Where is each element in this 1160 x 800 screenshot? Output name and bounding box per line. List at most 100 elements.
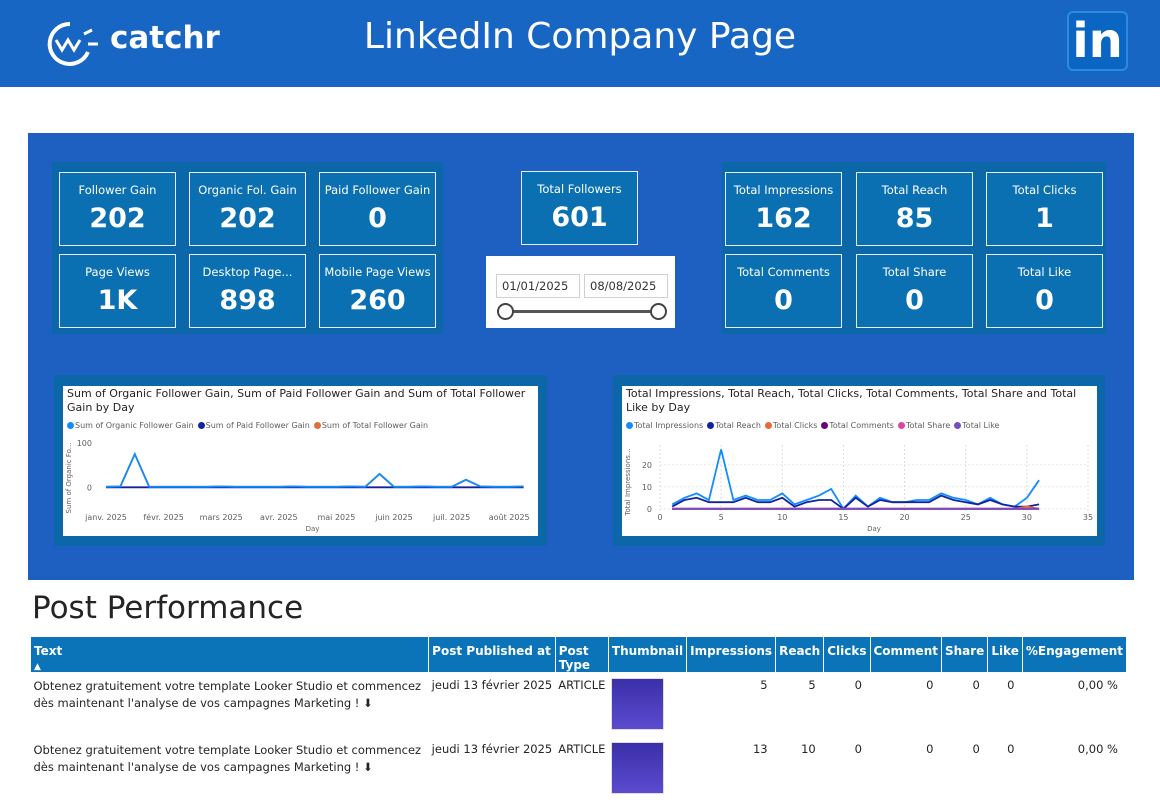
legend-item: Sum of Organic Follower Gain [67, 421, 194, 430]
kpi-label: Total Clicks [1012, 183, 1077, 197]
plot: 0 10 20 0 5 10 15 20 25 30 35 Day Total Impressions.… [624, 445, 1093, 533]
legend-item: Total Clicks [764, 421, 818, 430]
kpi-label: Total Followers [537, 182, 622, 196]
kpi-card: Mobile Page Views 260 [319, 254, 436, 328]
y-axis-label: Total Impressions... [624, 448, 632, 516]
cell: ARTICLE [558, 742, 606, 756]
kpi-card: Total Clicks 1 [986, 172, 1103, 246]
slider-handle-start[interactable] [497, 303, 514, 320]
linkedin-logo: in [1067, 11, 1128, 71]
kpi-value: 260 [349, 285, 406, 316]
page-title: LinkedIn Company Page [363, 16, 797, 57]
slider-handle-end[interactable] [650, 303, 667, 320]
kpi-label: Organic Fol. Gain [198, 183, 297, 197]
legend-item: Total Comments [821, 421, 894, 430]
cell: 5 [760, 678, 768, 692]
legend-label: Total Impressions [634, 421, 704, 430]
legend-item: Total Like [954, 421, 999, 430]
date-slider-track [506, 310, 660, 313]
kpi-value: 1K [97, 285, 138, 316]
x-axis-label: Day [306, 525, 320, 533]
legend-swatch [954, 422, 962, 429]
cell: 0,00 % [1077, 678, 1118, 692]
x-tick-label: juil. 2025 [432, 513, 470, 522]
cell: 5 [808, 678, 816, 692]
x-tick-label: 25 [961, 513, 971, 522]
cell: 0,00 % [1077, 742, 1118, 756]
brand-name: catchr [110, 20, 220, 56]
legend-swatch [764, 422, 772, 429]
legend-swatch [821, 422, 829, 429]
kpi-label: Total Like [1017, 265, 1072, 279]
kpi-value: 0 [774, 285, 793, 316]
legend: Sum of Organic Follower Gain Sum of Paid … [67, 421, 428, 430]
table-row: Obtenez gratuitement votre template Look… [31, 736, 1127, 800]
column-header: %Engagement [1021, 637, 1126, 672]
column-header: Comment [869, 637, 942, 672]
column-header: Impressions [686, 637, 776, 672]
column-header: Reach [775, 637, 824, 672]
cell: 0 [854, 742, 862, 756]
series-line [671, 449, 1040, 511]
y-tick-label: 0 [647, 505, 652, 514]
legend-swatch [626, 422, 633, 429]
legend: Total Impressions Total Reach Total Clicks… [626, 421, 999, 430]
x-tick-label: août 2025 [489, 513, 530, 522]
cell-text: Obtenez gratuitement votre template Look… [33, 679, 422, 710]
kpi-card: Desktop Page... 898 [189, 254, 306, 328]
kpi-card: Total Followers 601 [521, 171, 638, 245]
y-tick-label: 10 [642, 483, 652, 492]
kpi-label: Total Impressions [733, 183, 834, 197]
kpi-value: 0 [1035, 285, 1054, 316]
legend-item: Sum of Total Follower Gain [313, 421, 428, 430]
date-end[interactable]: 08/08/2025 [584, 274, 668, 298]
y-tick-label: 0 [87, 483, 92, 492]
thumbnail-cell [608, 672, 686, 736]
legend-item: Sum of Paid Follower Gain [197, 421, 310, 430]
x-tick-label: 10 [777, 513, 787, 522]
kpi-card: Total Like 0 [986, 254, 1103, 328]
x-tick-label: févr. 2025 [143, 512, 183, 522]
date-filter[interactable]: 01/01/2025 08/08/2025 [486, 256, 675, 328]
legend-label: Total Clicks [772, 421, 818, 430]
kpi-value: 0 [368, 203, 387, 234]
x-tick-label: mars 2025 [200, 513, 243, 522]
kpi-value: 898 [219, 285, 276, 316]
kpi-label: Paid Follower Gain [324, 183, 431, 197]
kpi-label: Page Views [85, 265, 150, 279]
series-line [671, 494, 1040, 510]
column-header: Like [987, 637, 1023, 672]
legend-label: Total Reach [715, 421, 761, 430]
header: catchr LinkedIn Company Page in [0, 0, 1160, 87]
kpi-card: Page Views 1K [59, 254, 176, 328]
brand-logo [47, 21, 98, 66]
column-header: Share [940, 637, 988, 672]
table-row: Obtenez gratuitement votre template Look… [31, 672, 1127, 736]
legend-label: Sum of Organic Follower Gain [75, 421, 194, 430]
column-header: Thumbnail [607, 637, 687, 672]
cell-text: Obtenez gratuitement votre template Look… [33, 743, 422, 774]
kpi-card: Organic Fol. Gain 202 [189, 172, 306, 246]
y-tick-label: 100 [77, 439, 92, 448]
thumbnail-cell [608, 736, 686, 800]
legend-swatch [897, 422, 905, 429]
x-tick-label: 35 [1083, 513, 1093, 522]
kpi-value: 85 [895, 203, 934, 234]
thumbnail [611, 678, 665, 730]
column-header: Post Published at [428, 637, 556, 672]
kpi-value: 601 [551, 202, 608, 233]
x-tick-label: 15 [838, 513, 848, 522]
x-tick-label: 30 [1022, 513, 1032, 522]
date-start[interactable]: 01/01/2025 [496, 274, 580, 298]
x-axis-label: Day [867, 525, 881, 533]
cell: 0 [972, 742, 980, 756]
cell: Obtenez gratuitement votre template Look… [31, 736, 429, 800]
cell: 10 [801, 742, 816, 756]
legend-label: Total Comments [829, 421, 894, 430]
chart: Sum of Organic Follower Gain, Sum of Pai… [63, 386, 538, 536]
kpi-label: Total Reach [881, 183, 948, 197]
kpi-value: 202 [89, 203, 146, 234]
cell: 0 [1007, 742, 1015, 756]
kpi-label: Mobile Page Views [324, 265, 431, 279]
x-tick-label: 5 [719, 513, 724, 522]
